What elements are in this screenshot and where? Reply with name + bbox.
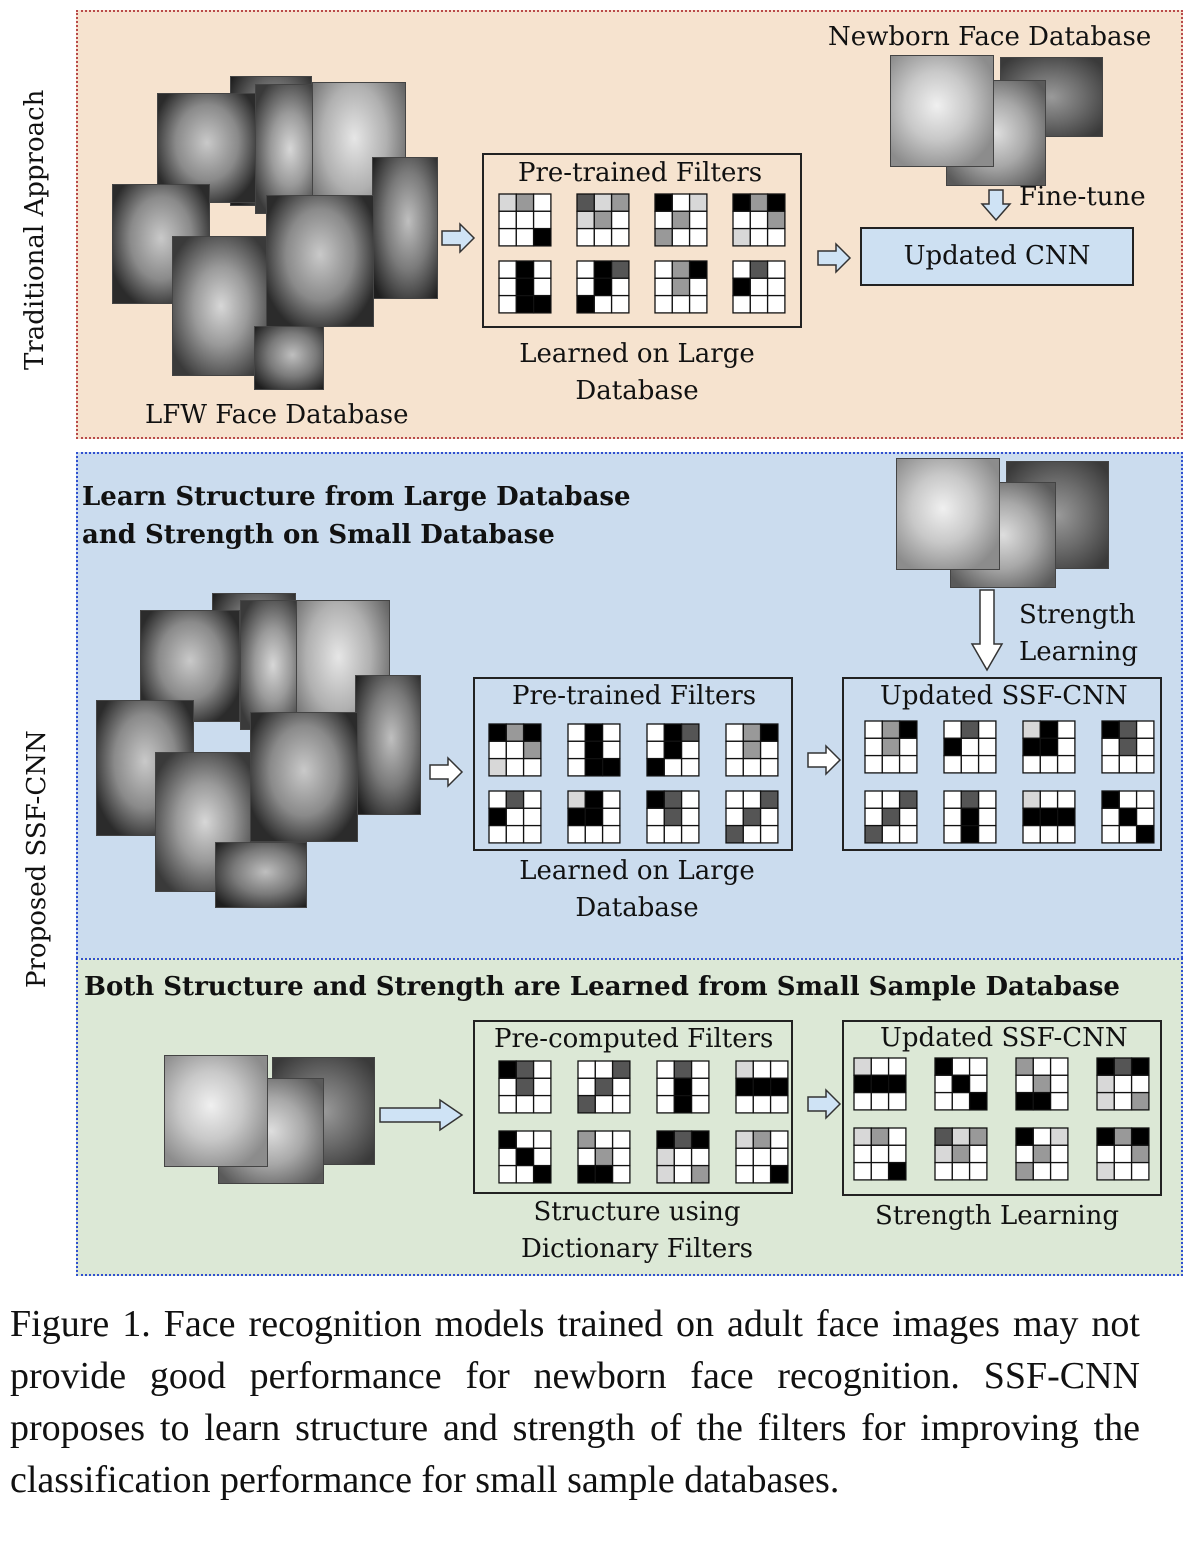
arrow-right-icon bbox=[817, 242, 852, 274]
filter-glyph bbox=[1101, 720, 1155, 774]
filter-glyph bbox=[943, 720, 997, 774]
proposed-ssf-cnn-label: Proposed SSF-CNN bbox=[22, 730, 52, 988]
filter-glyph bbox=[1022, 720, 1076, 774]
filter-glyph bbox=[656, 1060, 710, 1114]
updated-ssf-cnn-title: Updated SSF-CNN bbox=[880, 681, 1128, 711]
filter-glyph bbox=[732, 260, 786, 314]
filter-glyph bbox=[934, 1057, 988, 1111]
precomputed-filters-box bbox=[473, 1020, 793, 1194]
arrow-down-icon bbox=[980, 189, 1012, 222]
learned-on-large-caption-2: Learned on Large Database bbox=[519, 856, 755, 923]
filter-glyph bbox=[853, 1127, 907, 1181]
filter-glyph bbox=[567, 790, 621, 844]
filter-glyph bbox=[1022, 790, 1076, 844]
filter-glyph bbox=[576, 193, 630, 247]
filter-glyph bbox=[577, 1130, 631, 1184]
arrow-down-icon bbox=[970, 589, 1004, 672]
filter-glyph bbox=[732, 193, 786, 247]
filter-glyph bbox=[1101, 790, 1155, 844]
filter-glyph bbox=[654, 193, 708, 247]
filter-glyph bbox=[1096, 1127, 1150, 1181]
panel3-heading: Both Structure and Strength are Learned … bbox=[84, 972, 1120, 1002]
strength-learning-caption: Strength Learning bbox=[875, 1201, 1119, 1231]
updated-ssf-cnn-title-2: Updated SSF-CNN bbox=[880, 1023, 1128, 1053]
filter-glyph bbox=[488, 723, 542, 777]
filter-glyph bbox=[656, 1130, 710, 1184]
filter-glyph bbox=[725, 790, 779, 844]
filter-glyph bbox=[1015, 1127, 1069, 1181]
strength-learning-label: Strength Learning bbox=[1019, 600, 1139, 667]
pretrained-filters-box-2 bbox=[473, 677, 793, 851]
learned-on-large-caption: Learned on Large Database bbox=[519, 339, 755, 406]
filter-glyph bbox=[943, 790, 997, 844]
filter-glyph bbox=[646, 790, 700, 844]
traditional-approach-label: Traditional Approach bbox=[20, 89, 50, 370]
panel2-heading: Learn Structure from Large Database and … bbox=[82, 482, 631, 550]
filter-glyph bbox=[488, 790, 542, 844]
filter-glyph bbox=[567, 723, 621, 777]
updated-cnn-box bbox=[860, 227, 1134, 286]
filter-glyph bbox=[654, 260, 708, 314]
filter-glyph bbox=[1096, 1057, 1150, 1111]
filter-glyph bbox=[853, 1057, 907, 1111]
filter-glyph bbox=[864, 720, 918, 774]
updated-ssf-cnn-box-2 bbox=[842, 1020, 1162, 1196]
arrow-right-icon bbox=[429, 756, 464, 788]
pretrained-filters-title-2: Pre-trained Filters bbox=[512, 681, 757, 711]
precomputed-filters-title: Pre-computed Filters bbox=[494, 1024, 774, 1054]
filter-glyph bbox=[1015, 1057, 1069, 1111]
filter-glyph bbox=[725, 723, 779, 777]
fine-tune-label: Fine-tune bbox=[1019, 182, 1146, 212]
filter-glyph bbox=[576, 260, 630, 314]
arrow-right-icon bbox=[807, 744, 842, 776]
newborn-label: Newborn Face Database bbox=[828, 22, 1152, 52]
filter-glyph bbox=[577, 1060, 631, 1114]
filter-glyph bbox=[735, 1130, 789, 1184]
arrow-right-icon bbox=[379, 1098, 464, 1132]
filter-glyph bbox=[498, 193, 552, 247]
filter-glyph bbox=[498, 1130, 552, 1184]
filter-glyph bbox=[864, 790, 918, 844]
filter-glyph bbox=[646, 723, 700, 777]
structure-caption: Structure using Dictionary Filters bbox=[520, 1197, 754, 1264]
updated-ssf-cnn-box bbox=[842, 677, 1162, 851]
arrow-right-icon bbox=[441, 222, 476, 254]
filter-glyph bbox=[934, 1127, 988, 1181]
pretrained-filters-box bbox=[482, 153, 802, 328]
filter-glyph bbox=[498, 1060, 552, 1114]
arrow-right-icon bbox=[807, 1088, 842, 1120]
lfw-label: LFW Face Database bbox=[145, 400, 409, 430]
updated-cnn-label: Updated CNN bbox=[903, 241, 1091, 271]
figure-caption: Figure 1. Face recognition models traine… bbox=[10, 1303, 1140, 1501]
filter-glyph bbox=[498, 260, 552, 314]
pretrained-filters-title: Pre-trained Filters bbox=[518, 158, 763, 188]
filter-glyph bbox=[735, 1060, 789, 1114]
